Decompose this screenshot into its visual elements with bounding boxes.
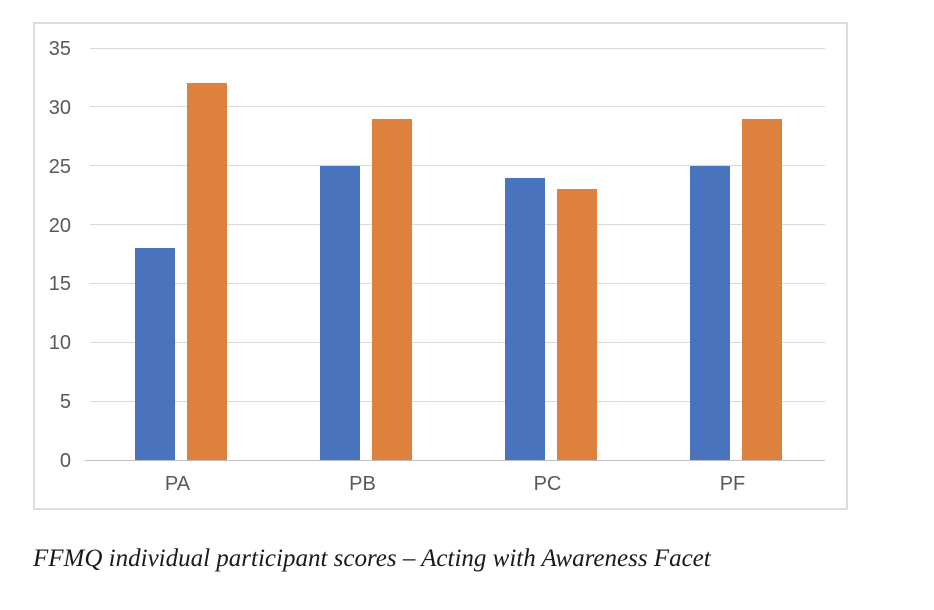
plot-area xyxy=(85,47,825,461)
gridline-15 xyxy=(90,282,825,284)
x-tick-label-pa: PA xyxy=(164,473,191,495)
y-tick-label-0: 0 xyxy=(59,450,71,472)
bar-pb-series-2 xyxy=(371,118,412,460)
y-tick-label-35: 35 xyxy=(48,38,71,60)
gridline-5 xyxy=(90,400,825,402)
bar-pa-series-1 xyxy=(134,248,175,460)
y-tick-label-5: 5 xyxy=(59,391,71,414)
y-tick-label-10: 10 xyxy=(48,332,71,355)
bar-pf-series-1 xyxy=(689,165,730,460)
gridline-30 xyxy=(90,106,825,108)
bar-chart-card: 0 5 10 15 20 25 30 35 PA PB PC PF xyxy=(33,22,848,510)
figure-caption: FFMQ individual participant scores – Act… xyxy=(33,545,711,572)
bar-pf-series-2 xyxy=(741,118,782,460)
bar-pc-series-1 xyxy=(504,177,545,460)
gridline-20 xyxy=(90,224,825,226)
x-tick-label-pc: PC xyxy=(533,473,562,495)
x-tick-label-pb: PB xyxy=(349,473,376,495)
y-tick-label-20: 20 xyxy=(48,214,71,237)
y-tick-label-15: 15 xyxy=(48,273,71,296)
x-tick-label-pf: PF xyxy=(719,473,746,495)
gridline-35 xyxy=(90,47,825,49)
gridline-10 xyxy=(90,341,825,343)
bar-pb-series-1 xyxy=(319,165,360,460)
bar-pc-series-2 xyxy=(556,189,597,460)
y-tick-label-30: 30 xyxy=(48,96,71,119)
x-axis-line xyxy=(85,459,825,461)
bar-pa-series-2 xyxy=(186,83,227,460)
y-tick-label-25: 25 xyxy=(48,155,71,178)
gridline-25 xyxy=(90,165,825,167)
